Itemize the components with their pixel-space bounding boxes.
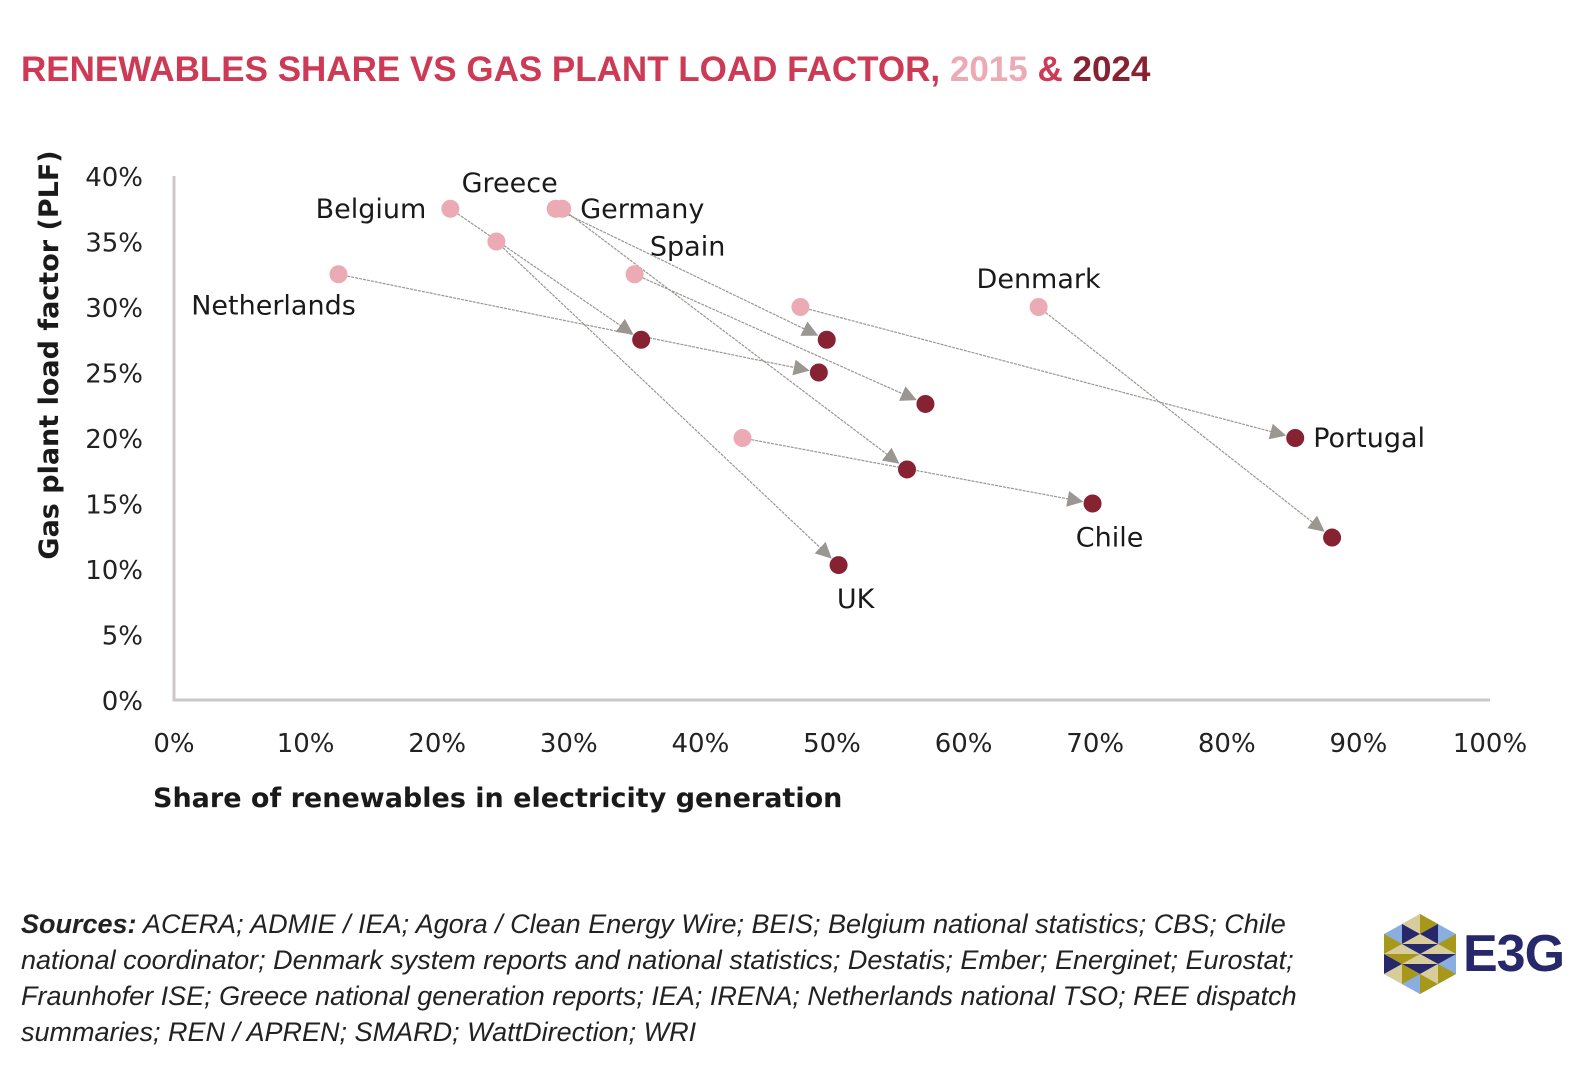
y-tick-label: 0%: [102, 687, 143, 717]
title-ampersand: &: [1027, 50, 1073, 89]
x-tick-label: 80%: [1198, 729, 1256, 759]
title-year-2024: 2024: [1072, 50, 1151, 89]
point-2024-germany: [898, 460, 917, 479]
point-2015-chile: [733, 429, 752, 447]
label-spain: Spain: [650, 231, 725, 262]
x-tick-label: 100%: [1453, 729, 1527, 759]
arrow-denmark: [1045, 312, 1325, 532]
arrow-portugal: [808, 308, 1287, 440]
label-uk: UK: [837, 584, 876, 615]
point-2015-denmark: [1029, 298, 1048, 316]
label-greece: Greece: [462, 168, 558, 199]
arrow-chile: [751, 439, 1084, 507]
point-2024-portugal: [1286, 429, 1305, 447]
point-2015-uk: [487, 232, 506, 251]
point-2024-spain: [916, 394, 935, 413]
point-2024-greece: [817, 330, 836, 349]
point-2015-netherlands: [329, 265, 348, 284]
point-2015-portugal: [791, 298, 810, 316]
title-main: RENEWABLES SHARE VS GAS PLANT LOAD FACTO…: [21, 50, 950, 89]
arrow-uk: [502, 247, 832, 559]
arrow-spain: [642, 277, 917, 401]
y-tick-label: 25%: [85, 360, 143, 390]
e3g-logo-text: E3G: [1463, 925, 1565, 983]
sources-note: Sources: ACERA; ADMIE / IEA; Agora / Cle…: [21, 906, 1311, 1050]
point-2024-denmark: [1323, 528, 1342, 547]
label-denmark: Denmark: [977, 264, 1101, 295]
label-germany: Germany: [580, 194, 704, 225]
title-year-2015: 2015: [949, 50, 1028, 89]
label-portugal: Portugal: [1313, 423, 1425, 454]
point-2024-netherlands: [809, 363, 828, 382]
sources-text: ACERA; ADMIE / IEA; Agora / Clean Energy…: [21, 909, 1297, 1047]
chart-title: RENEWABLES SHARE VS GAS PLANT LOAD FACTO…: [21, 50, 1150, 90]
x-tick-label: 50%: [803, 729, 861, 759]
axis-lines: [172, 176, 1490, 702]
arrow-netherlands: [347, 275, 810, 376]
y-tick-label: 5%: [102, 622, 143, 652]
point-2024-belgium: [632, 330, 651, 349]
point-2015-germany: [553, 199, 572, 218]
point-2015-belgium: [441, 199, 460, 218]
x-tick-label: 90%: [1330, 729, 1388, 759]
scatter-chart: 0% 5% 10% 15% 20% 25% 30% 35% 40% 0% 10% 20% 30% 40% 5…: [34, 150, 1527, 814]
y-tick-label: 35%: [85, 229, 143, 259]
label-belgium: Belgium: [316, 194, 427, 225]
x-tick-label: 30%: [540, 729, 598, 759]
point-2015-spain: [625, 265, 644, 284]
x-axis-title: Share of renewables in electricity gener…: [153, 783, 842, 814]
label-netherlands: Netherlands: [191, 290, 356, 321]
label-chile: Chile: [1076, 523, 1144, 554]
y-tick-label: 30%: [85, 294, 143, 324]
point-2024-chile: [1083, 494, 1102, 513]
arrow-germany: [569, 213, 900, 464]
x-tick-label: 20%: [408, 729, 466, 759]
x-tick-label: 70%: [1066, 729, 1124, 759]
x-tick-label: 40%: [672, 729, 730, 759]
sources-label: Sources:: [21, 909, 137, 939]
x-tick-label: 0%: [153, 729, 194, 759]
arrow-belgium: [457, 213, 634, 335]
y-tick-label: 15%: [85, 491, 143, 521]
y-axis-title: Gas plant load factor (PLF): [34, 150, 65, 559]
y-tick-label: 20%: [85, 425, 143, 455]
x-tick-label: 10%: [277, 729, 335, 759]
x-tick-label: 60%: [935, 729, 993, 759]
point-2024-uk: [829, 556, 848, 575]
y-tick-label: 10%: [85, 556, 143, 586]
y-tick-label: 40%: [85, 163, 143, 193]
arrow-greece: [563, 212, 819, 336]
e3g-logo-icon: [1384, 914, 1456, 994]
